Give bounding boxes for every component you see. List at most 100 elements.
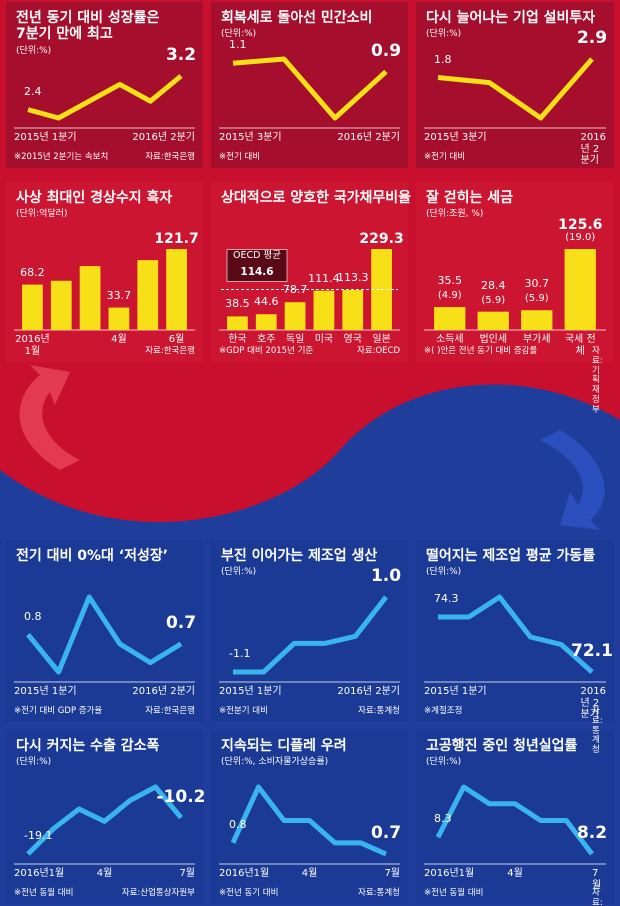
x-tick-label: 2015년 1분기 <box>14 132 77 143</box>
panel <box>6 540 203 722</box>
x-tick-label: 6월 <box>168 334 185 345</box>
value-label: 229.3 <box>359 231 404 247</box>
bar <box>342 289 364 330</box>
change-label: (19.0) <box>565 232 596 243</box>
reference-label: OECD 평균 <box>233 249 281 261</box>
data-line <box>437 57 594 121</box>
source: 자료:한국은행 <box>145 706 195 716</box>
bar <box>166 249 187 330</box>
unit-label: (단위:%) <box>426 567 462 577</box>
value-label: 78.7 <box>282 283 308 297</box>
data-line <box>232 56 388 121</box>
x-tick-label: 한국 <box>228 334 247 345</box>
bar <box>108 307 130 330</box>
chart-title: 상대적으로 양호한 국가채무비율 <box>221 190 412 206</box>
x-tick-label: 2016년1월 <box>219 868 270 879</box>
x-tick-label: 7월 <box>592 868 602 891</box>
change-label: (5.9) <box>481 294 506 306</box>
change-label: (4.9) <box>437 290 462 302</box>
value-label: 3.2 <box>165 45 197 65</box>
bar <box>434 307 466 330</box>
unit-label: (단위:%) <box>16 46 52 56</box>
x-tick-label: 2016년1월 <box>14 868 65 879</box>
unit-label: (단위:%) <box>426 29 462 39</box>
value-label: 72.1 <box>571 641 613 661</box>
value-label: 8.2 <box>576 823 608 843</box>
note: ※GDP 대비 2015년 기준 <box>219 346 314 356</box>
value-label: 74.3 <box>434 592 459 605</box>
value-label: 0.7 <box>165 612 197 633</box>
note: ※2015년 2분기는 속보치 <box>14 152 109 162</box>
note: ※전년 동기 대비 <box>219 888 279 898</box>
source: 자료:OECD <box>356 346 400 356</box>
value-label: 121.7 <box>154 231 199 247</box>
x-tick-label: 7월 <box>179 868 195 879</box>
source: 자료:기획재정부 <box>592 346 603 415</box>
chart-title: 다시 늘어나는 기업 설비투자 <box>426 10 596 26</box>
source: 자료:통계청 <box>358 706 400 716</box>
value-label: 0.8 <box>229 817 247 831</box>
value-label: 125.6 <box>558 217 603 233</box>
value-label: 33.7 <box>106 288 132 302</box>
note: ※전기 대비 GDP 증가율 <box>14 706 103 716</box>
bar <box>564 249 596 330</box>
note: ※계절조정 <box>424 706 463 716</box>
value-label: 68.2 <box>20 265 45 279</box>
unit-label: (단위:%) <box>221 29 257 39</box>
value-label: 8.3 <box>434 812 452 826</box>
value-label: 30.7 <box>524 277 550 291</box>
source: 자료:한국은행 <box>145 152 195 162</box>
value-label: 0.7 <box>370 823 402 843</box>
value-label: 0.8 <box>24 609 42 623</box>
bar <box>477 311 509 330</box>
source: 자료:통계청 <box>358 888 400 898</box>
x-tick-label: 2016년 2분기 <box>580 686 606 720</box>
source: 자료:산업통상자원부 <box>121 888 195 898</box>
x-tick-label: 부가세 <box>522 334 551 345</box>
change-label: (5.9) <box>524 293 549 305</box>
value-label: -19.1 <box>24 829 53 842</box>
x-tick-label: 법인세 <box>479 334 508 345</box>
data-line <box>27 74 183 121</box>
x-tick-label: 2015년 1분기 <box>424 686 487 697</box>
panel <box>6 730 203 904</box>
panel <box>211 540 408 722</box>
panel <box>416 2 614 168</box>
bar <box>79 266 101 330</box>
value-label: 2.9 <box>576 28 608 48</box>
note: ※전기 대비 <box>424 152 466 162</box>
chart-title: 지속되는 디플레 우려 <box>221 738 347 754</box>
value-label: 1.8 <box>434 52 452 66</box>
data-line <box>438 594 594 674</box>
note: ※전분기 대비 <box>219 706 268 716</box>
chart-title: 다시 커지는 수출 감소폭 <box>16 738 160 754</box>
bar <box>227 316 248 330</box>
x-tick-label: 4월 <box>111 334 127 345</box>
data-line <box>233 595 388 675</box>
blue-arrow <box>540 430 605 530</box>
chart-title: 부진 이어가는 제조업 생산 <box>221 548 378 564</box>
x-tick-label: 4월 <box>96 868 113 879</box>
x-tick-label: 2015년 1분기 <box>219 686 282 697</box>
x-tick-label: 2016년 1월 <box>15 334 50 357</box>
bar <box>284 302 306 330</box>
bar <box>255 314 277 330</box>
unit-label: (단위:%) <box>16 757 52 767</box>
x-tick-label: 2016년 2분기 <box>580 132 606 166</box>
chart-title: 잘 걷히는 세금 <box>426 190 514 206</box>
value-label: 38.5 <box>225 297 250 311</box>
bar <box>521 310 553 330</box>
x-tick-label: 호주 <box>257 334 276 345</box>
x-tick-label: 2015년 1분기 <box>14 686 77 697</box>
value-label: 111.4 <box>308 271 340 285</box>
x-tick-label: 독일 <box>285 334 305 345</box>
x-tick-label: 2016년 2분기 <box>337 686 400 697</box>
note: ※전년 동월 대비 <box>424 888 484 898</box>
chart-title: 떨어지는 제조업 평균 가동률 <box>426 548 596 564</box>
value-label: 0.9 <box>370 40 402 61</box>
value-label: 1.1 <box>229 38 247 52</box>
x-tick-label: 일본 <box>372 334 391 345</box>
data-line <box>230 784 388 857</box>
note: ※전기 대비 <box>219 152 261 162</box>
note: ※( )안은 전년 동기 대비 증감률 <box>424 346 538 356</box>
